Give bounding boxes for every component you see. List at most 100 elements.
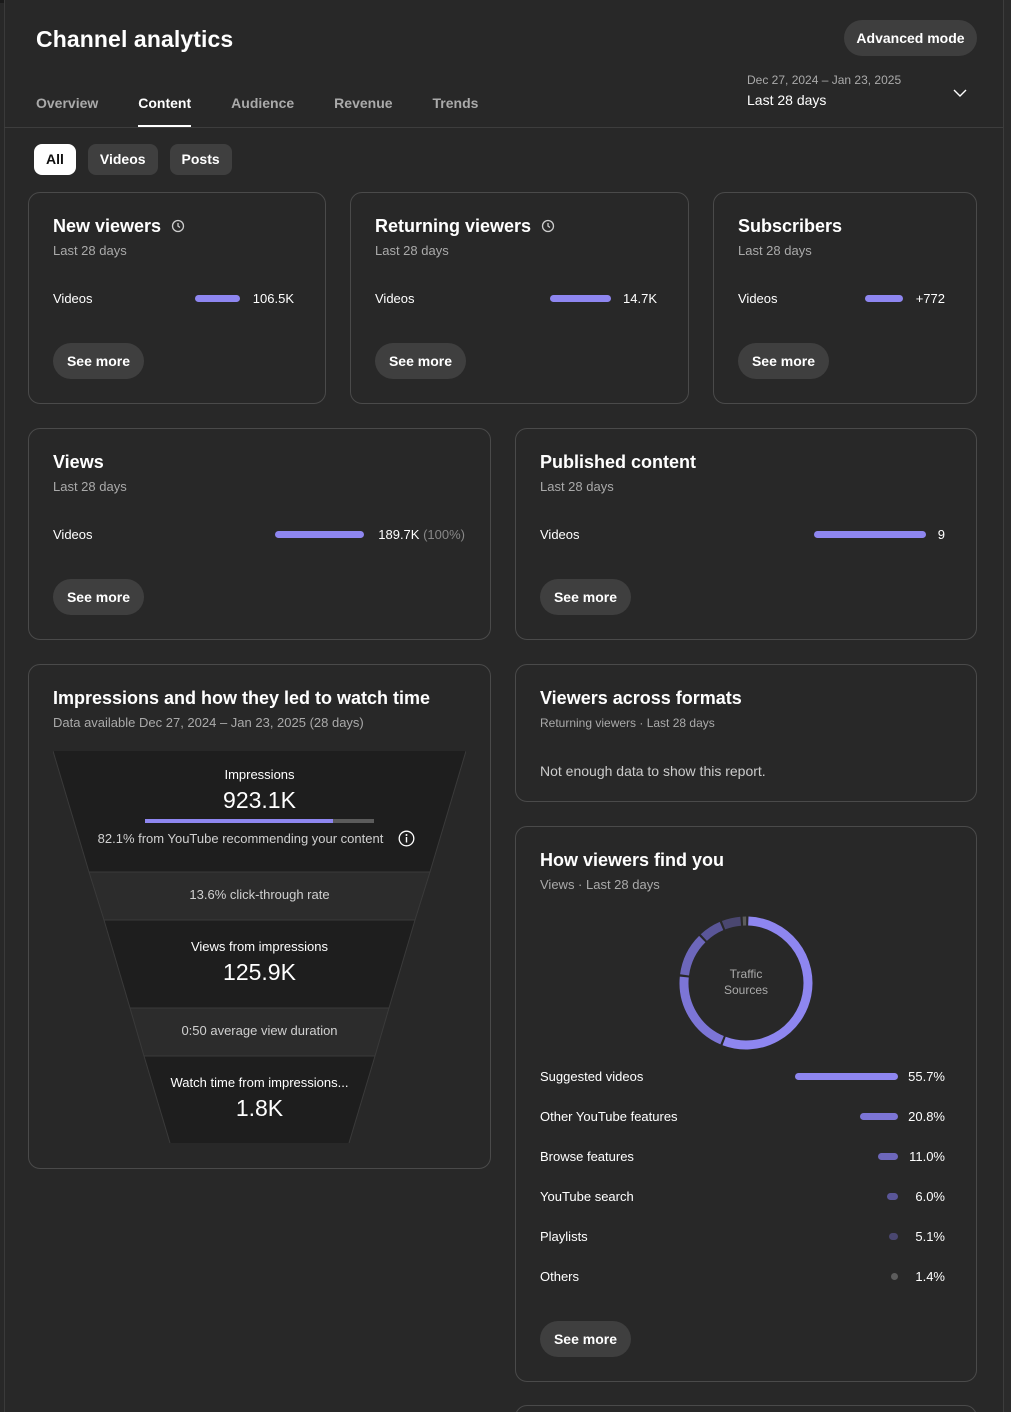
metric-row: Videos 14.7K [375, 291, 657, 307]
card-subtitle: Last 28 days [375, 243, 449, 258]
traffic-source-bar [889, 1233, 898, 1240]
tab-audience[interactable]: Audience [231, 95, 295, 111]
views-card: Views Last 28 days Videos 189.7K (100%) … [28, 428, 491, 640]
scrollbar[interactable] [1003, 0, 1011, 1412]
donut-segment[interactable] [700, 921, 724, 941]
new-viewers-card: New viewers Last 28 days Videos 106.5K S… [28, 192, 326, 404]
see-more-button[interactable]: See more [375, 343, 466, 379]
date-range-text[interactable]: Dec 27, 2024 – Jan 23, 2025 [747, 73, 902, 87]
traffic-source-value: 5.1% [915, 1229, 945, 1244]
metric-bar [865, 295, 903, 302]
traffic-source-value: 6.0% [915, 1189, 945, 1204]
see-more-button[interactable]: See more [53, 579, 144, 615]
traffic-source-bar [860, 1113, 898, 1120]
metric-percent: (100%) [423, 527, 465, 542]
traffic-source-row: Others 1.4% [540, 1269, 945, 1285]
card-title: Published content [540, 452, 697, 472]
card-subtitle: Last 28 days [53, 243, 127, 258]
see-more-button[interactable]: See more [53, 343, 144, 379]
metric-bar [275, 531, 364, 538]
traffic-source-row: Other YouTube features 20.8% [540, 1109, 945, 1125]
views-from-impressions-value: 125.9K [223, 959, 296, 985]
metric-value: 9 [937, 527, 945, 542]
views-from-impressions-label: Views from impressions [190, 939, 329, 954]
donut-segment[interactable] [722, 916, 813, 1050]
metric-value: +772 [915, 291, 945, 306]
traffic-source-value: 20.8% [908, 1109, 945, 1124]
card-subtitle: Views · Last 28 days [540, 877, 660, 892]
watch-time-label: Watch time from impressions... [170, 1075, 349, 1090]
tab-trends[interactable]: Trends [432, 95, 479, 111]
card-title: How viewers find you [540, 850, 725, 870]
traffic-source-value: 1.4% [915, 1269, 945, 1284]
tab-revenue[interactable]: Revenue [334, 95, 393, 111]
card-title: Views [53, 452, 104, 472]
impressions-card: Impressions and how they led to watch ti… [28, 664, 491, 1169]
tab-divider [4, 127, 1003, 128]
metric-label: Videos [53, 527, 93, 542]
tab-bar: Overview Content Audience Revenue Trends [36, 80, 518, 128]
metric-bar [814, 531, 926, 538]
card-title: Subscribers [738, 216, 843, 236]
chip-videos[interactable]: Videos [87, 144, 158, 175]
clock-icon [541, 219, 555, 233]
traffic-source-row: YouTube search 6.0% [540, 1189, 945, 1205]
see-more-button[interactable]: See more [540, 579, 631, 615]
donut-label-traffic: Traffic [729, 967, 763, 981]
funnel-graphic [53, 751, 466, 1143]
donut-segment[interactable] [721, 916, 742, 930]
chip-all[interactable]: All [34, 144, 76, 175]
traffic-source-row: Browse features 11.0% [540, 1149, 945, 1165]
card-title: Returning viewers [375, 216, 555, 237]
see-more-button[interactable]: See more [738, 343, 829, 379]
chevron-down-icon[interactable] [952, 85, 968, 101]
traffic-source-row: Suggested videos 55.7% [540, 1069, 945, 1085]
date-range-label[interactable]: Last 28 days [747, 92, 827, 108]
no-data-message: Not enough data to show this report. [540, 763, 766, 779]
metric-row: Videos +772 [738, 291, 945, 307]
tab-content[interactable]: Content [138, 80, 191, 127]
chip-posts[interactable]: Posts [169, 144, 232, 175]
impressions-value: 923.1K [223, 787, 296, 813]
traffic-source-label: Suggested videos [540, 1069, 644, 1084]
donut-segment[interactable] [679, 976, 724, 1045]
traffic-source-label: Other YouTube features [540, 1109, 678, 1124]
metric-value: 189.7K (100%) [378, 527, 465, 542]
viewers-across-formats-card: Viewers across formats Returning viewers… [515, 664, 977, 802]
filter-chips: All Videos Posts [34, 144, 232, 175]
page-title: Channel analytics [36, 26, 234, 52]
impressions-label: Impressions [224, 767, 295, 782]
donut-segment[interactable] [680, 935, 706, 976]
metric-row: Videos 106.5K [53, 291, 294, 307]
published-content-card: Published content Last 28 days Videos 9 … [515, 428, 977, 640]
card-subtitle: Last 28 days [53, 479, 127, 494]
how-viewers-find-you-card: How viewers find you Views · Last 28 day… [515, 826, 977, 1382]
traffic-source-bar [795, 1073, 898, 1080]
metric-value: 106.5K [252, 291, 294, 306]
metric-label: Videos [540, 527, 580, 542]
subscribers-card: Subscribers Last 28 days Videos +772 See… [713, 192, 977, 404]
traffic-source-bar [878, 1153, 898, 1160]
card-title: Viewers across formats [540, 688, 742, 708]
card-title: New viewers [53, 216, 185, 237]
donut-label-sources: Sources [723, 983, 769, 997]
card-subtitle: Last 28 days [738, 243, 812, 258]
impressions-funnel: Impressions 923.1K 82.1% from YouTube re… [53, 751, 466, 1143]
metric-row: Videos 189.7K (100%) [53, 527, 465, 543]
traffic-source-row: Playlists 5.1% [540, 1229, 945, 1245]
metric-label: Videos [375, 291, 415, 306]
next-card-partial [515, 1405, 977, 1412]
info-icon[interactable] [398, 830, 415, 847]
metric-bar [550, 295, 611, 302]
see-more-button[interactable]: See more [540, 1321, 631, 1357]
card-subtitle: Last 28 days [540, 479, 614, 494]
traffic-sources-donut[interactable] [676, 913, 816, 1053]
traffic-source-label: YouTube search [540, 1189, 634, 1204]
tab-overview[interactable]: Overview [36, 95, 99, 111]
metric-bar [195, 295, 240, 302]
traffic-source-value: 55.7% [908, 1069, 945, 1084]
card-subtitle: Returning viewers · Last 28 days [540, 716, 715, 730]
card-subtitle: Data available Dec 27, 2024 – Jan 23, 20… [53, 715, 364, 730]
advanced-mode-button[interactable]: Advanced mode [844, 20, 977, 56]
traffic-source-label: Playlists [540, 1229, 588, 1244]
